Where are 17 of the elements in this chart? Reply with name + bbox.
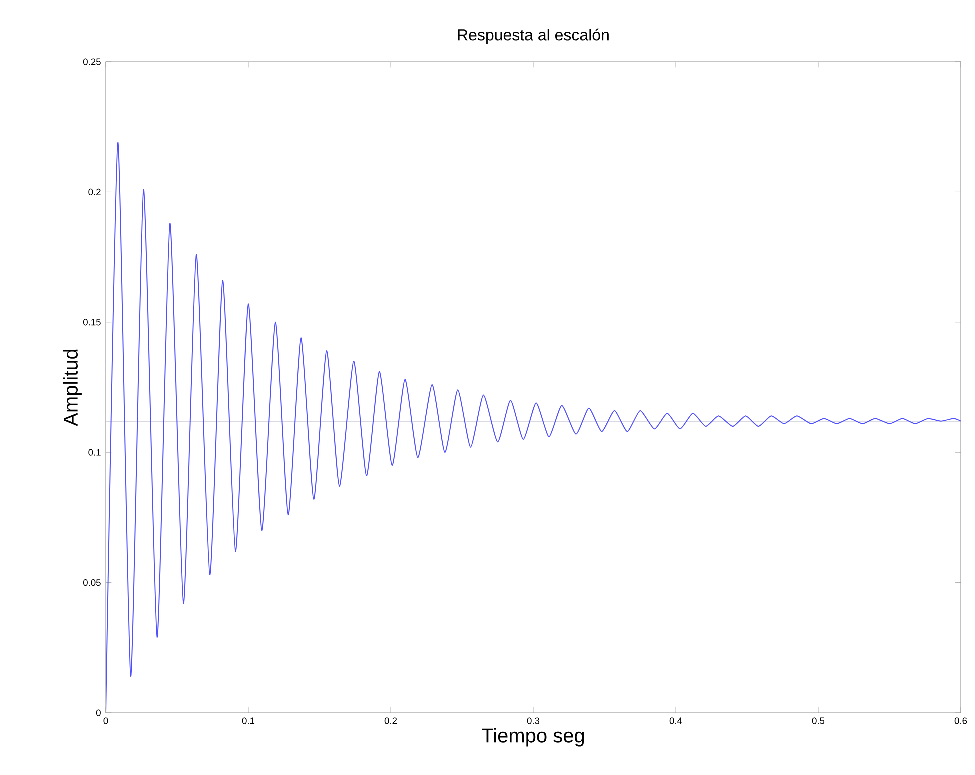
y-tick-label: 0.2 [88, 188, 101, 196]
x-tick-label: 0.3 [527, 718, 540, 724]
y-tick-label: 0.05 [83, 580, 101, 586]
y-tick-label: 0.15 [83, 319, 101, 326]
y-tick-label: 0.1 [88, 449, 101, 456]
y-tick-label: 0.25 [83, 58, 101, 66]
line-series [106, 142, 962, 713]
y-axis-title: Amplitud [63, 350, 82, 426]
x-tick-label: 0.2 [384, 718, 398, 724]
y-tick-label: 0 [96, 710, 101, 716]
chart-title: Respuesta al escalón [458, 28, 609, 44]
x-axis-title: Tiempo seg [482, 728, 584, 747]
x-tick-label: 0.6 [954, 718, 968, 724]
x-tick-label: 0.1 [242, 718, 255, 724]
x-tick-label: 0.4 [670, 718, 682, 724]
x-tick-label: 0 [104, 718, 108, 724]
x-tick-label: 0.5 [812, 718, 825, 724]
